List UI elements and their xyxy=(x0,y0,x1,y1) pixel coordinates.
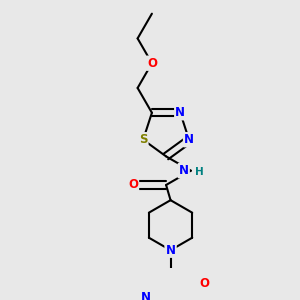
Text: N: N xyxy=(141,291,151,300)
Text: O: O xyxy=(147,57,157,70)
Text: O: O xyxy=(200,277,209,290)
Text: N: N xyxy=(179,164,189,177)
Text: N: N xyxy=(166,244,176,257)
Text: O: O xyxy=(128,178,138,191)
Text: N: N xyxy=(175,106,185,119)
Text: N: N xyxy=(184,133,194,146)
Text: H: H xyxy=(195,167,204,178)
Text: S: S xyxy=(139,133,147,146)
